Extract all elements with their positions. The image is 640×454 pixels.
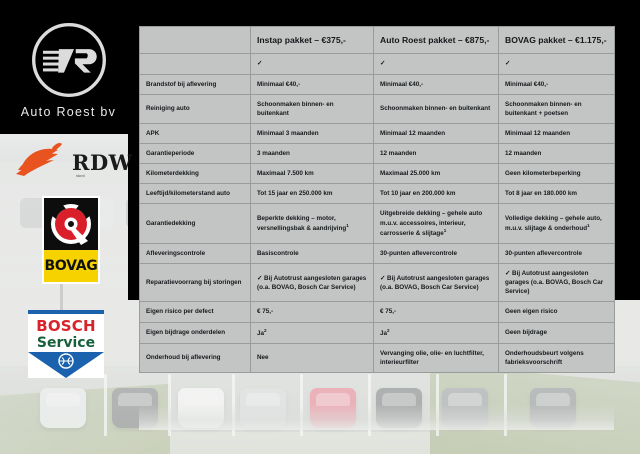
- cell-instap: Minimaal €40,-: [250, 73, 374, 95]
- cell-instap: Minimaal 3 maanden: [250, 122, 374, 145]
- cell-bovag: ✓: [498, 53, 615, 75]
- cell-autoroest: Ja2: [373, 321, 499, 344]
- table-row: Brandstof bij aflevering Minimaal €40,- Mi…: [139, 73, 615, 95]
- cell-autoroest: Uitgebreide dekking – gehele auto m.u.v.…: [373, 203, 499, 244]
- cell-instap: Beperkte dekking – motor, versnellingsba…: [250, 203, 374, 244]
- bosch-chevron-icon: [28, 352, 104, 378]
- cell-bovag: ✓ Bij Autotrust aangesloten garages (o.a…: [498, 263, 615, 303]
- table-row: Eigen risico per defect € 75,- € 75,- Geen …: [139, 301, 615, 323]
- cell-instap: Ja2: [250, 321, 374, 344]
- table-header-row: Instap pakket – €375,- Auto Roest pakket…: [139, 25, 615, 55]
- cell-autoroest: Maximaal 25.000 km: [373, 163, 499, 185]
- cell-bovag: Minimaal 12 maanden: [498, 122, 615, 145]
- bovag-wheel-icon: [51, 204, 91, 245]
- bosch-wordmark: BOSCH: [36, 317, 96, 335]
- cell-bovag: Geen bijdrage: [498, 321, 615, 344]
- cell-bovag: 30-punten aflevercontrole: [498, 242, 615, 265]
- cell-bovag: Schoonmaken binnen- en buitenkant + poet…: [498, 93, 615, 124]
- footnote-marker: 2: [264, 327, 267, 333]
- cell-bovag: Tot 8 jaar en 180.000 km: [498, 183, 615, 205]
- column-header-feature: [139, 25, 251, 55]
- cell-autoroest: Minimaal €40,-: [373, 73, 499, 95]
- bovag-wordmark: BOVAG: [44, 258, 98, 274]
- row-feature-label: Garantiedekking: [139, 203, 251, 244]
- row-feature-label: APK: [139, 122, 251, 145]
- row-feature-label: Onderhoud bij aflevering: [139, 342, 251, 374]
- table-row: Reparatievoorrang bij storingen ✓ Bij Aut…: [139, 263, 615, 303]
- column-header-autoroest: Auto Roest pakket – €875,-: [373, 25, 499, 55]
- cell-instap: 3 maanden: [250, 143, 374, 165]
- rdw-logo: RDW rdw.nl: [14, 140, 132, 184]
- cell-autoroest: Minimaal 12 maanden: [373, 122, 499, 145]
- svg-text:rdw.nl: rdw.nl: [76, 174, 85, 178]
- table-row: Eigen bijdrage onderdelen Ja2 Ja2 Geen bijd…: [139, 321, 615, 344]
- cell-instap: Nee: [250, 342, 374, 374]
- brand-company-name: Auto Roest bv: [20, 104, 117, 119]
- cell-autoroest: Tot 10 jaar en 200.000 km: [373, 183, 499, 205]
- row-feature-label: Reparatievoorrang bij storingen: [139, 263, 251, 303]
- bosch-service-wordmark: Service: [36, 335, 96, 351]
- rdw-lion-icon: RDW rdw.nl: [16, 143, 132, 178]
- row-feature-label: Kilometerdekking: [139, 163, 251, 185]
- table-row: Kilometerdekking Maximaal 7.500 km Maximaa…: [139, 163, 615, 185]
- cell-instap: Schoonmaken binnen- en buitenkant: [250, 93, 374, 124]
- cell-autoroest: ✓ Bij Autotrust aangesloten garages (o.a…: [373, 263, 499, 303]
- cell-autoroest: Schoonmaken binnen- en buitenkant: [373, 93, 499, 124]
- cell-instap: Basiscontrole: [250, 242, 374, 265]
- cell-autoroest: 30-punten aflevercontrole: [373, 242, 499, 265]
- cell-bovag: Minimaal €40,-: [498, 73, 615, 95]
- table-row: ✓ ✓ ✓: [139, 53, 615, 75]
- bosch-service-logo: BOSCH Service: [28, 310, 104, 378]
- table-row: Reiniging auto Schoonmaken binnen- en bui…: [139, 93, 615, 124]
- column-header-instap: Instap pakket – €375,-: [250, 25, 374, 55]
- table-row: Leeftijd/kilometerstand auto Tot 15 jaar …: [139, 183, 615, 205]
- cell-bovag: Volledige dekking – gehele auto, m.u.v. …: [498, 203, 615, 244]
- package-comparison-table: Instap pakket – €375,- Auto Roest pakket…: [139, 25, 615, 374]
- bovag-logo: BOVAG: [42, 196, 100, 284]
- table-row: Onderhoud bij aflevering Nee Vervanging ol…: [139, 342, 615, 374]
- cell-instap: € 75,-: [250, 301, 374, 323]
- cell-autoroest: € 75,-: [373, 301, 499, 323]
- row-feature-label: Garantieperiode: [139, 143, 251, 165]
- cell-autoroest: Vervanging olie, olie- en luchtfilter, i…: [373, 342, 499, 374]
- cell-instap: ✓ Bij Autotrust aangesloten garages (o.a…: [250, 263, 374, 303]
- table-row: Garantiedekking Beperkte dekking – motor,…: [139, 203, 615, 244]
- table-row: APK Minimaal 3 maanden Minimaal 12 maanden…: [139, 122, 615, 145]
- cell-instap: Maximaal 7.500 km: [250, 163, 374, 185]
- table-body: ✓ ✓ ✓ Brandstof bij aflevering Minimaal €40,…: [139, 53, 615, 374]
- black-right-bar: [614, 0, 640, 300]
- bovag-emblem: [44, 198, 98, 250]
- auto-roest-logo-icon: [31, 22, 106, 97]
- row-feature-label: Eigen risico per defect: [139, 301, 251, 323]
- row-feature-label: Leeftijd/kilometerstand auto: [139, 183, 251, 205]
- footnote-marker: 1: [587, 223, 590, 229]
- row-feature-label: [139, 53, 251, 75]
- row-feature-label: Reiniging auto: [139, 93, 251, 124]
- cell-bovag: 12 maanden: [498, 143, 615, 165]
- row-feature-label: Brandstof bij aflevering: [139, 73, 251, 95]
- table-row: Afleveringscontrole Basiscontrole 30-punte…: [139, 242, 615, 265]
- brand-logo-panel: Auto Roest bv: [0, 0, 137, 134]
- cell-bovag: Geen kilometerbeperking: [498, 163, 615, 185]
- row-feature-label: Afleveringscontrole: [139, 242, 251, 265]
- cell-instap: Tot 15 jaar en 250.000 km: [250, 183, 374, 205]
- bosch-top-bar: [28, 310, 104, 314]
- cell-bovag: Geen eigen risico: [498, 301, 615, 323]
- bovag-wordmark-band: BOVAG: [44, 250, 98, 282]
- footnote-marker: 1: [443, 227, 447, 233]
- table-row: Garantieperiode 3 maanden 12 maanden 12 maa…: [139, 143, 615, 165]
- svg-text:RDW: RDW: [72, 150, 132, 175]
- cell-bovag: Onderhoudsbeurt volgens fabrieksvoorschr…: [498, 342, 615, 374]
- cell-autoroest: 12 maanden: [373, 143, 499, 165]
- footnote-marker: 2: [387, 327, 390, 333]
- row-feature-label: Eigen bijdrage onderdelen: [139, 321, 251, 344]
- footnote-marker: 1: [346, 223, 349, 229]
- column-header-bovag: BOVAG pakket – €1.175,-: [498, 25, 615, 55]
- cell-autoroest: ✓: [373, 53, 499, 75]
- black-gutter-bar: [128, 0, 139, 300]
- cell-instap: ✓: [250, 53, 374, 75]
